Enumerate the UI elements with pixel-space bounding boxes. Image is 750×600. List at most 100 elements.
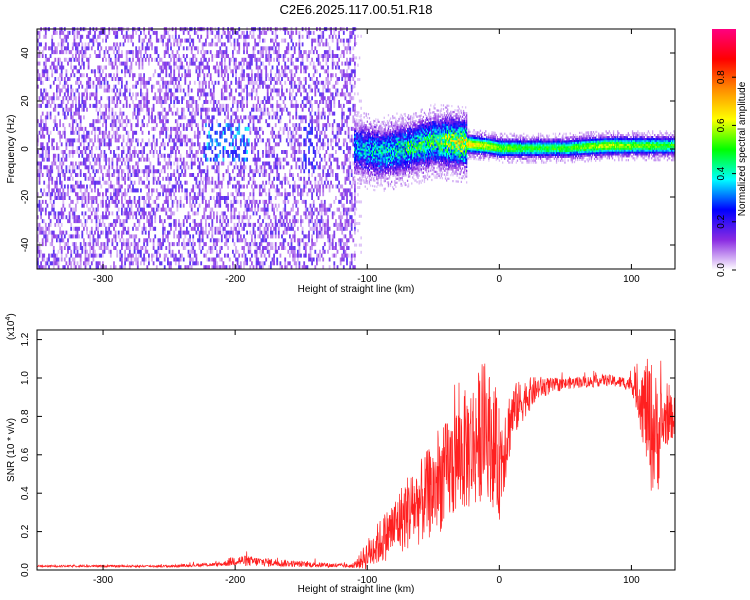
- heatmap-cell: [224, 111, 226, 116]
- heatmap-cell: [121, 123, 123, 128]
- heatmap-cell: [255, 249, 258, 254]
- heatmap-cell: [89, 265, 92, 270]
- heatmap-cell: [114, 46, 117, 51]
- heatmap-cell: [148, 77, 150, 81]
- heatmap-cell: [208, 107, 210, 112]
- heatmap-cell: [155, 96, 158, 101]
- heatmap-cell: [75, 96, 77, 101]
- heatmap-cell: [298, 80, 301, 85]
- heatmap-cell: [98, 100, 101, 104]
- heatmap-cell: [121, 142, 123, 147]
- heatmap-cell: [57, 96, 60, 101]
- heatmap-cell: [287, 211, 290, 216]
- heatmap-cell: [170, 211, 172, 216]
- heatmap-cell: [140, 253, 142, 258]
- heatmap-cell: [314, 88, 317, 93]
- heatmap-cell: [135, 138, 138, 143]
- heatmap-cell: [128, 246, 131, 250]
- heatmap-cell: [52, 161, 55, 166]
- heatmap-cell: [238, 211, 241, 216]
- heatmap-cell: [311, 261, 313, 266]
- heatmap-cell: [220, 234, 223, 239]
- heatmap-cell: [273, 261, 275, 266]
- heatmap-cell: [159, 96, 161, 101]
- heatmap-cell: [309, 188, 312, 193]
- heatmap-cell: [203, 73, 206, 78]
- heatmap-cell: [281, 65, 283, 70]
- heatmap-cell: [244, 257, 247, 262]
- heatmap-cell: [225, 215, 228, 220]
- heatmap-cell: [79, 246, 82, 250]
- heatmap-cell: [81, 230, 84, 235]
- heatmap-cell: [205, 219, 207, 224]
- heatmap-cell: [197, 73, 199, 78]
- heatmap-cell: [243, 173, 245, 177]
- heatmap-cell: [232, 142, 234, 147]
- heatmap-cell: [71, 115, 74, 120]
- heatmap-cell: [46, 73, 49, 78]
- heatmap-cell: [292, 30, 294, 35]
- heatmap-cell: [141, 150, 144, 154]
- heatmap-cell: [163, 84, 166, 89]
- heatmap-cell: [86, 184, 88, 189]
- heatmap-cell: [89, 173, 92, 177]
- heatmap-cell: [219, 203, 222, 208]
- heatmap-cell: [241, 157, 244, 162]
- heatmap-cell: [243, 77, 245, 81]
- heatmap-cell: [274, 196, 277, 200]
- heatmap-cell: [271, 38, 274, 43]
- heatmap-cell: [277, 203, 280, 208]
- heatmap-cell: [201, 103, 204, 108]
- heatmap-cell: [316, 238, 318, 243]
- heatmap-cell: [130, 199, 133, 204]
- heatmap-cell: [68, 219, 71, 224]
- heatmap-cell: [254, 115, 256, 120]
- heatmap-cell: [135, 92, 138, 97]
- heatmap-cell: [222, 173, 225, 177]
- heatmap-cell: [277, 142, 280, 147]
- heatmap-cell: [105, 226, 107, 231]
- heatmap-cell: [160, 69, 163, 74]
- heatmap-cell: [289, 184, 291, 189]
- heatmap-cell: [249, 77, 252, 81]
- heatmap-cell: [116, 253, 119, 258]
- heatmap-cell: [209, 157, 212, 162]
- heatmap-cell: [92, 38, 95, 43]
- heatmap-cell: [293, 261, 296, 266]
- heatmap-cell: [141, 123, 144, 128]
- heatmap-cell: [282, 219, 285, 224]
- heatmap-cell: [277, 88, 280, 93]
- heatmap-cell: [312, 38, 315, 43]
- heatmap-cell: [198, 246, 201, 250]
- heatmap-cell: [258, 184, 261, 189]
- heatmap-cell: [249, 192, 252, 197]
- heatmap-cell: [163, 165, 166, 170]
- heatmap-cell: [100, 150, 103, 154]
- heatmap-cell: [83, 50, 85, 55]
- heatmap-cell: [124, 161, 126, 166]
- heatmap-cell: [311, 57, 313, 62]
- heatmap-cell: [244, 150, 247, 154]
- heatmap-cell: [308, 150, 310, 154]
- heatmap-cell: [205, 207, 207, 212]
- heatmap-cell: [98, 192, 101, 197]
- heatmap-cell: [160, 207, 163, 212]
- heatmap-cell: [105, 107, 107, 112]
- heatmap-cell: [144, 157, 147, 162]
- heatmap-cell: [246, 103, 248, 108]
- heatmap-cell: [86, 88, 88, 93]
- heatmap-cell: [113, 130, 115, 135]
- heatmap-cell: [114, 134, 117, 139]
- heatmap-cell: [98, 126, 101, 131]
- heatmap-cell: [170, 126, 172, 131]
- heatmap-cell: [214, 246, 217, 250]
- heatmap-cell: [48, 153, 50, 158]
- heatmap-cell: [38, 230, 41, 235]
- heatmap-cell: [277, 73, 280, 78]
- heatmap-cell: [65, 165, 68, 170]
- heatmap-cell: [244, 38, 247, 43]
- heatmap-cell: [125, 96, 128, 101]
- heatmap-cell: [162, 126, 164, 131]
- heatmap-cell: [52, 107, 55, 112]
- heatmap-cell: [282, 242, 285, 247]
